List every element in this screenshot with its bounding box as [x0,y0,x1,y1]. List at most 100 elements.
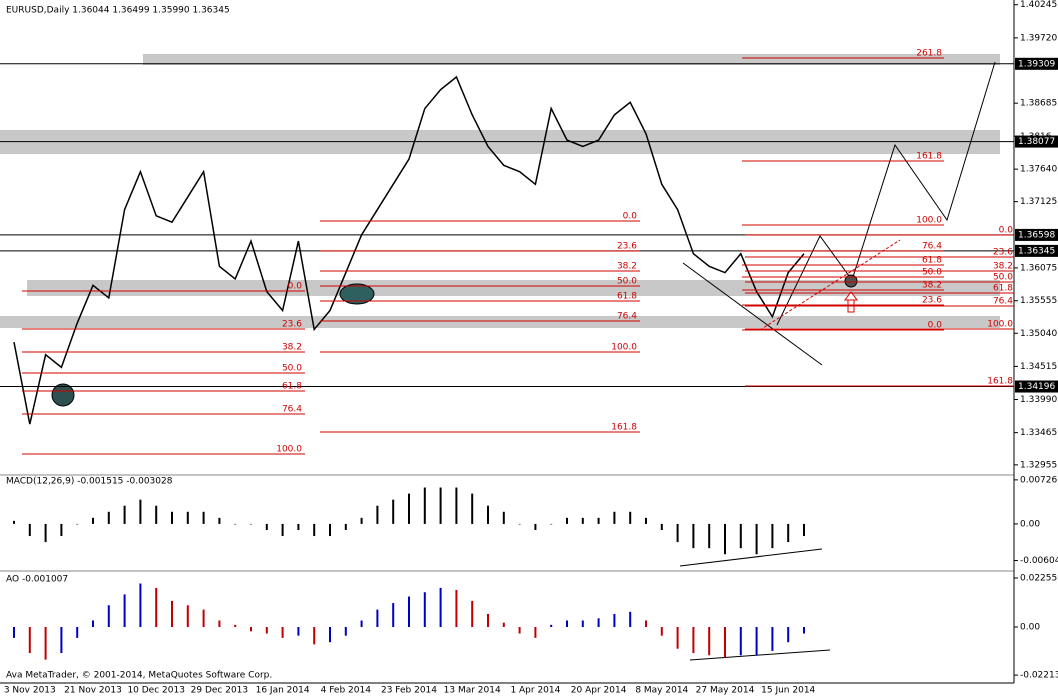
histogram-bar [408,596,410,627]
histogram-bar [708,523,711,549]
fib-label: 50.0 [993,273,1013,283]
histogram-bar [487,613,489,627]
histogram-bar [218,620,221,627]
histogram-bar [281,523,284,537]
histogram-bar [313,523,316,537]
fib-label: 100.0 [916,216,942,226]
histogram-bar [171,511,173,524]
histogram-bar [360,620,363,627]
indicator-title: MACD(12,26,9) -0.001515 -0.003028 [6,477,173,487]
histogram-bar [739,523,742,549]
histogram-bar [250,627,252,632]
histogram-bar [692,523,695,549]
y-tick-label: 1.35040 [1020,329,1057,339]
histogram-bar [76,627,79,638]
x-tick-label: 29 Dec 2013 [191,686,249,696]
histogram-bar [155,505,158,524]
x-tick-label: 20 Apr 2014 [571,686,627,696]
level-label: 1.36598 [1018,230,1055,240]
x-tick-label: 1 Apr 2014 [510,686,560,696]
histogram-bar [613,613,616,627]
histogram-bar [739,627,742,656]
fib-label: 23.6 [993,248,1013,258]
chart-title: EURUSD,Daily 1.36044 1.36499 1.35990 1.3… [6,6,230,16]
y-tick-label: 0.022559 [1020,573,1058,583]
histogram-bar [76,523,79,525]
fib-label: 100.0 [987,320,1013,330]
x-tick-label: 4 Feb 2014 [321,686,372,696]
histogram-bar [439,487,442,524]
histogram-bar [708,627,711,656]
histogram-bar [44,523,47,543]
histogram-bar [771,523,774,549]
marker [339,283,375,305]
histogram-bar [265,523,268,530]
x-tick-label: 15 Jun 2014 [761,686,815,696]
histogram-bar [376,609,379,627]
histogram-bar [123,505,126,524]
histogram-bar [234,624,237,627]
histogram-bar [344,627,347,636]
fib-label: 0.0 [999,226,1014,236]
y-tick-label: 1.40245 [1020,0,1057,10]
histogram-bar [28,627,31,654]
histogram-bar [645,517,647,524]
histogram-bar [566,620,568,627]
fib-label: 100.0 [611,343,637,353]
histogram-bar [107,605,110,627]
y-tick-label: 1.33990 [1020,395,1057,405]
histogram-bar [297,627,300,636]
histogram-bar [502,622,505,627]
histogram-bar [13,520,15,524]
histogram-bar [107,511,110,524]
trendline [759,239,901,331]
fib-label: 0.0 [288,282,303,292]
histogram-bar [376,505,379,524]
fib-label: 161.8 [916,152,942,162]
footer: Ava MetaTrader, © 2001-2014, MetaQuotes … [6,671,272,681]
histogram-bar [597,618,600,627]
histogram-bar [92,620,94,627]
y-tick-label: 1.35555 [1020,296,1057,306]
histogram-bar [471,600,474,627]
zones [0,54,1000,328]
fib-label: 50.0 [922,268,942,278]
histogram-bar [171,600,173,627]
histogram-bar [660,627,663,636]
histogram-bar [629,511,632,524]
histogram-bar [755,523,758,555]
y-tick-label: 1.32955 [1020,460,1057,470]
histogram-bar [787,627,790,643]
fib-label: 76.4 [922,242,942,252]
fib-label: 23.6 [617,242,637,252]
histogram-bar [155,587,158,627]
level-box [1015,244,1058,257]
zone [0,316,1000,328]
fib-label: 38.2 [922,281,942,291]
histogram-bar [408,493,410,524]
histogram-bar [423,487,426,524]
histogram-bar [692,627,695,654]
level-label: 1.39309 [1018,59,1055,69]
trendline [689,649,831,661]
histogram-bar [613,511,616,524]
histogram-bar [581,517,584,524]
fib-label: 38.2 [993,262,1013,272]
histogram-bar [92,517,94,524]
histogram-bar [534,523,537,530]
y-tick-label: 1.34515 [1020,362,1057,372]
histogram-bar [439,587,442,627]
fib-label: 76.4 [617,312,637,322]
histogram-bar [423,592,426,627]
histogram-bar [455,487,458,524]
y-tick-label: 1.39720 [1020,33,1057,43]
histogram-bar [534,627,537,638]
histogram-bar [597,517,600,524]
histogram-bar [787,523,790,543]
histogram-bar [392,499,395,524]
fib-label: 261.8 [916,49,942,59]
fib-label: 61.8 [282,382,302,392]
fib-label: 161.8 [611,423,637,433]
histogram-bar [550,624,553,627]
